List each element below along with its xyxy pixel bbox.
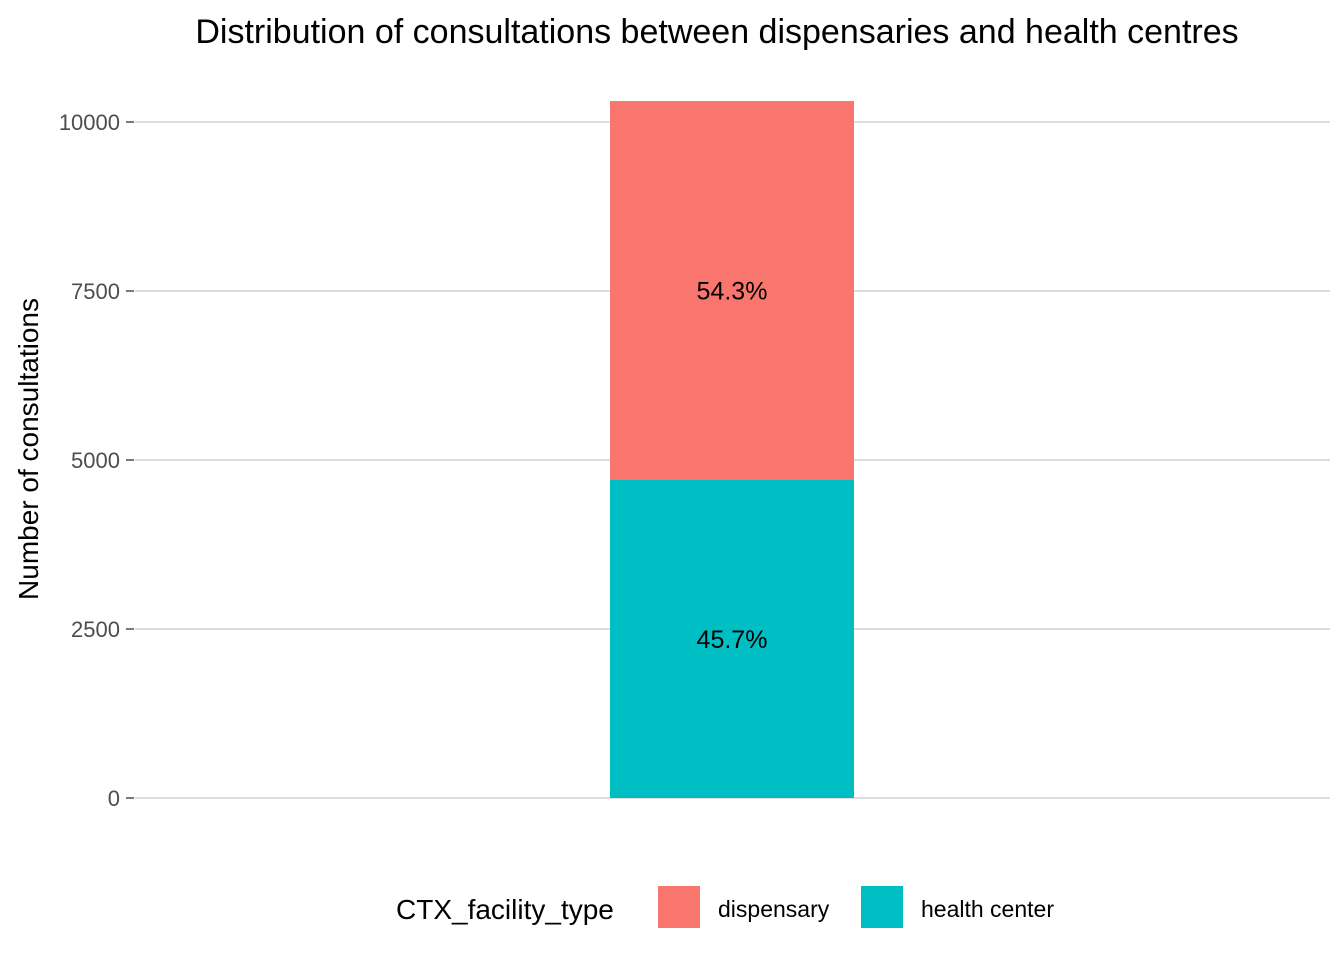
bar-labels: 45.7% 54.3% [697, 277, 768, 653]
bar-label-health-center: 45.7% [697, 626, 768, 654]
y-tick-label-5000: 5000 [71, 448, 120, 473]
bar-segment-health-center [610, 479, 854, 798]
y-axis-title: Number of consultations [13, 298, 44, 600]
bar-label-dispensary: 54.3% [697, 277, 768, 305]
legend-label-health-center: health center [921, 896, 1054, 922]
y-axis: 0 2500 5000 7500 10000 [59, 110, 134, 811]
y-tick-label-10000: 10000 [59, 110, 120, 135]
bars [610, 101, 854, 798]
chart-title: Distribution of consultations between di… [195, 13, 1238, 51]
legend: CTX_facility_type dispensary health cent… [396, 886, 1054, 928]
legend-label-dispensary: dispensary [718, 896, 830, 922]
legend-title: CTX_facility_type [396, 894, 614, 925]
y-tick-label-7500: 7500 [71, 279, 120, 304]
y-tick-label-0: 0 [108, 786, 120, 811]
y-tick-label-2500: 2500 [71, 617, 120, 642]
bar-segment-dispensary [610, 101, 854, 480]
legend-swatch-health-center [861, 886, 903, 928]
legend-swatch-dispensary [658, 886, 700, 928]
